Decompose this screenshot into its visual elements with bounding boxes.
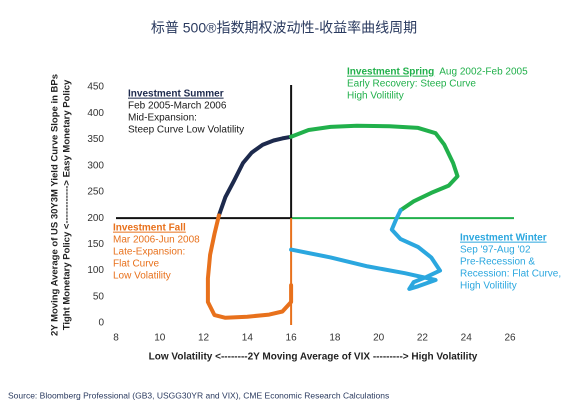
x-axis-label: Low Volatility <--------2Y Moving Averag… [149, 352, 478, 363]
x-tick-label: 12 [198, 333, 210, 344]
annotation-title: Investment Spring [347, 67, 434, 78]
y-tick-label: 250 [87, 187, 104, 198]
annotation-title: Investment Winter [460, 233, 547, 244]
x-tick-label: 16 [286, 333, 298, 344]
y-tick-label: 100 [87, 265, 104, 276]
y-tick-label: 450 [87, 82, 104, 93]
x-tick-label: 26 [504, 333, 516, 344]
y-tick-label: 350 [87, 134, 104, 145]
y-axis-label: 2Y Moving Average of US 30Y3M Yield Curv… [50, 74, 61, 336]
annotation-line: Sep '97-Aug '02 [460, 245, 531, 256]
y-tick-label: 50 [93, 291, 105, 302]
series-line [289, 208, 442, 291]
y-tick-label: 0 [98, 318, 104, 329]
series-line [205, 213, 294, 320]
annotation-line: Pre-Recession & [460, 257, 535, 268]
series-line [216, 134, 294, 218]
y-tick-label: 400 [87, 108, 104, 119]
x-tick-label: 22 [417, 333, 429, 344]
series-line [289, 123, 460, 213]
y-axis-label-2: Tight Monetary Policy <------------> Eas… [62, 79, 73, 330]
annotation-line: Mar 2006-Jun 2008 [113, 235, 200, 246]
x-tick-label: 14 [242, 333, 254, 344]
x-tick-label: 10 [154, 333, 166, 344]
chart-title: 标普 500®指数期权波动性-收益率曲线周期 [151, 20, 417, 36]
x-tick-label: 20 [373, 333, 385, 344]
y-tick-label: 150 [87, 239, 104, 250]
x-tick-label: 24 [461, 333, 473, 344]
x-tick-label: 8 [113, 333, 119, 344]
y-tick-label: 300 [87, 160, 104, 171]
annotation-line: Flat Curve [113, 259, 160, 270]
y-tick-label: 200 [87, 213, 104, 224]
annotation-line: High Volitility [347, 91, 404, 102]
annotation-line: Steep Curve Low Volatility [128, 125, 244, 136]
annotation-line: Feb 2005-March 2006 [128, 101, 227, 112]
annotation-title: Investment Summer [128, 89, 224, 100]
annotation-line: Mid-Expansion: [128, 113, 197, 124]
source-note: Source: Bloomberg Professional (GB3, USG… [8, 390, 389, 400]
annotation-line: Late-Expansion: [113, 247, 185, 258]
x-tick-label: 18 [329, 333, 341, 344]
annotation-line: Early Recovery: Steep Curve [347, 79, 476, 90]
annotation-line: Low Volatility [113, 271, 171, 282]
annotation-line: Recession: Flat Curve, [460, 269, 561, 280]
annotation-line: High Volitility [460, 281, 517, 292]
annotation-note: Aug 2002-Feb 2005 [439, 67, 528, 78]
annotation-title: Investment Fall [113, 223, 186, 234]
